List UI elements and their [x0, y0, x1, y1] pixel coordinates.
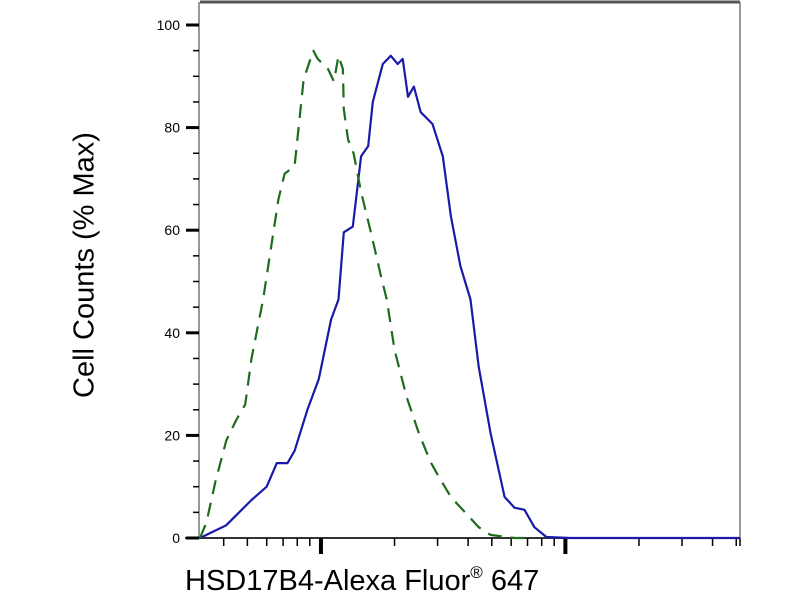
y-tick-label: 40: [164, 325, 180, 341]
y-axis: 0 20 40 60 80 100: [157, 17, 199, 546]
y-tick-label: 20: [164, 427, 180, 443]
registered-mark: ®: [470, 563, 483, 582]
x-axis: [222, 538, 741, 554]
x-axis-label: HSD17B4-Alexa Fluor® 647: [185, 563, 539, 598]
sample-solid-line: [199, 54, 740, 540]
y-tick-label: 80: [164, 120, 180, 136]
y-tick-label: 0: [172, 530, 180, 546]
series-group: [198, 49, 740, 540]
y-tick-label: 100: [157, 17, 181, 33]
y-tick-label: 60: [164, 222, 180, 238]
isotype-control-dashed-line: [198, 49, 531, 540]
x-axis-label-main: HSD17B4-Alexa Fluor: [185, 565, 471, 597]
y-axis-label: Cell Counts (% Max): [68, 132, 101, 398]
x-axis-label-tail: 647: [482, 565, 540, 597]
